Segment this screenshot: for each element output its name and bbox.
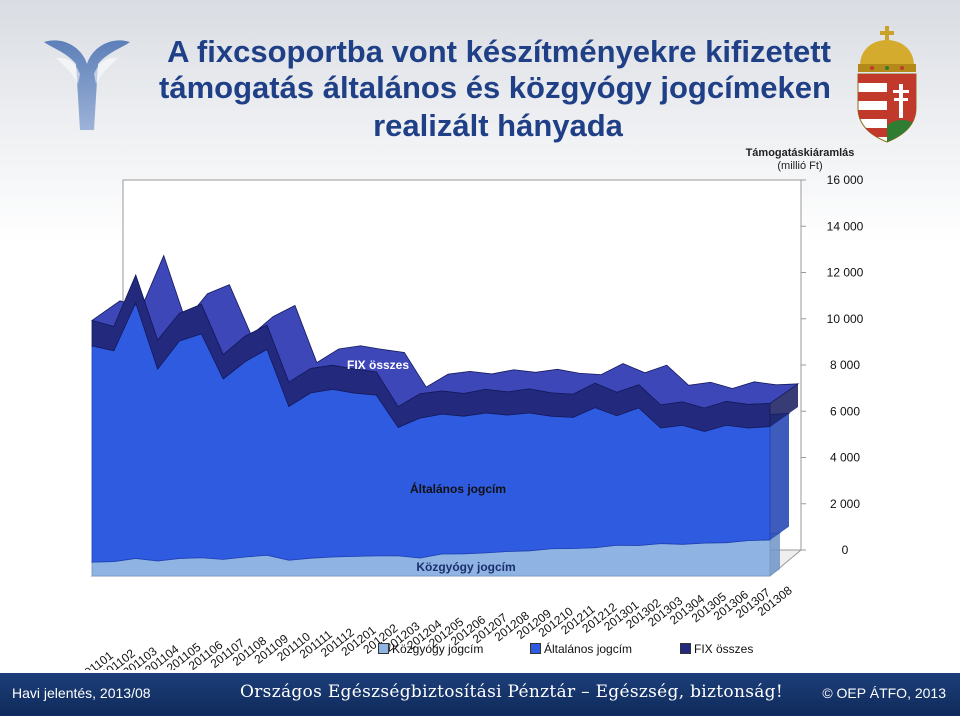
y-tick-label: 0 xyxy=(842,543,849,557)
y-tick-label: 10 000 xyxy=(827,312,864,326)
title-line-3: realizált hányada xyxy=(373,108,623,143)
y-tick-label: 6 000 xyxy=(830,404,860,418)
chart-series-areas xyxy=(90,254,800,577)
legend-label-altalanos: Általános jogcím xyxy=(544,642,633,656)
title-line-1: A fixcsoportba vont készítményekre kifiz… xyxy=(167,34,831,69)
series-fix-end-face xyxy=(770,383,798,427)
legend-label-kozgyogy: Közgyógy jogcím xyxy=(392,642,484,656)
y-axis-unit: (millió Ft) xyxy=(777,160,823,172)
chart-annotations: FIX összes Általános jogcím Közgyógy jogcí… xyxy=(347,358,516,574)
footer-copyright: © OEP ÁTFO, 2013 xyxy=(822,685,946,701)
hungarian-coat-of-arms-icon xyxy=(857,26,917,143)
legend-swatch-kozgyogy xyxy=(378,643,389,655)
legend-item-fix: FIX összes xyxy=(680,642,753,656)
y-tick-label: 12 000 xyxy=(827,266,864,280)
annotation-altalanos-jogcim: Általános jogcím xyxy=(410,481,506,496)
title-line-2: támogatás általános és közgyógy jogcímek… xyxy=(159,70,831,105)
series-fix xyxy=(91,254,800,432)
area-chart: 0 2 000 4 000 6 000 8 000 10 000 12 000 14 000 1… xyxy=(76,173,864,670)
annotation-fix-osszes: FIX összes xyxy=(347,358,409,372)
oep-logo-icon xyxy=(44,40,130,130)
footer-organization: Országos Egészségbiztosítási Pénztár – E… xyxy=(240,682,783,702)
series-kozgyogy-end-face xyxy=(770,532,780,576)
series-altalanos-end-face xyxy=(770,413,789,540)
y-tick-label: 2 000 xyxy=(830,497,860,511)
footer-bar: Havi jelentés, 2013/08 Országos Egészség… xyxy=(0,673,960,716)
legend-swatch-altalanos xyxy=(530,643,541,655)
y-tick-label: 16 000 xyxy=(827,173,864,187)
legend-item-kozgyogy: Közgyógy jogcím xyxy=(378,642,483,656)
y-axis-ticks: 0 2 000 4 000 6 000 8 000 10 000 12 000 14 000 1… xyxy=(801,173,864,557)
y-tick-label: 14 000 xyxy=(827,219,864,233)
y-tick-label: 4 000 xyxy=(830,451,860,465)
annotation-kozgyogy-jogcim: Közgyógy jogcím xyxy=(416,560,515,574)
legend-item-altalanos: Általános jogcím xyxy=(530,642,632,656)
y-tick-label: 8 000 xyxy=(830,358,860,372)
footer-report-label: Havi jelentés, 2013/08 xyxy=(12,685,151,701)
legend-swatch-fix xyxy=(680,643,691,655)
y-axis-title: Támogatáskiáramlás xyxy=(745,147,855,159)
legend-label-fix: FIX összes xyxy=(694,642,754,656)
x-axis-ticks: 2011012011022011032011042011052011062011… xyxy=(76,583,795,670)
